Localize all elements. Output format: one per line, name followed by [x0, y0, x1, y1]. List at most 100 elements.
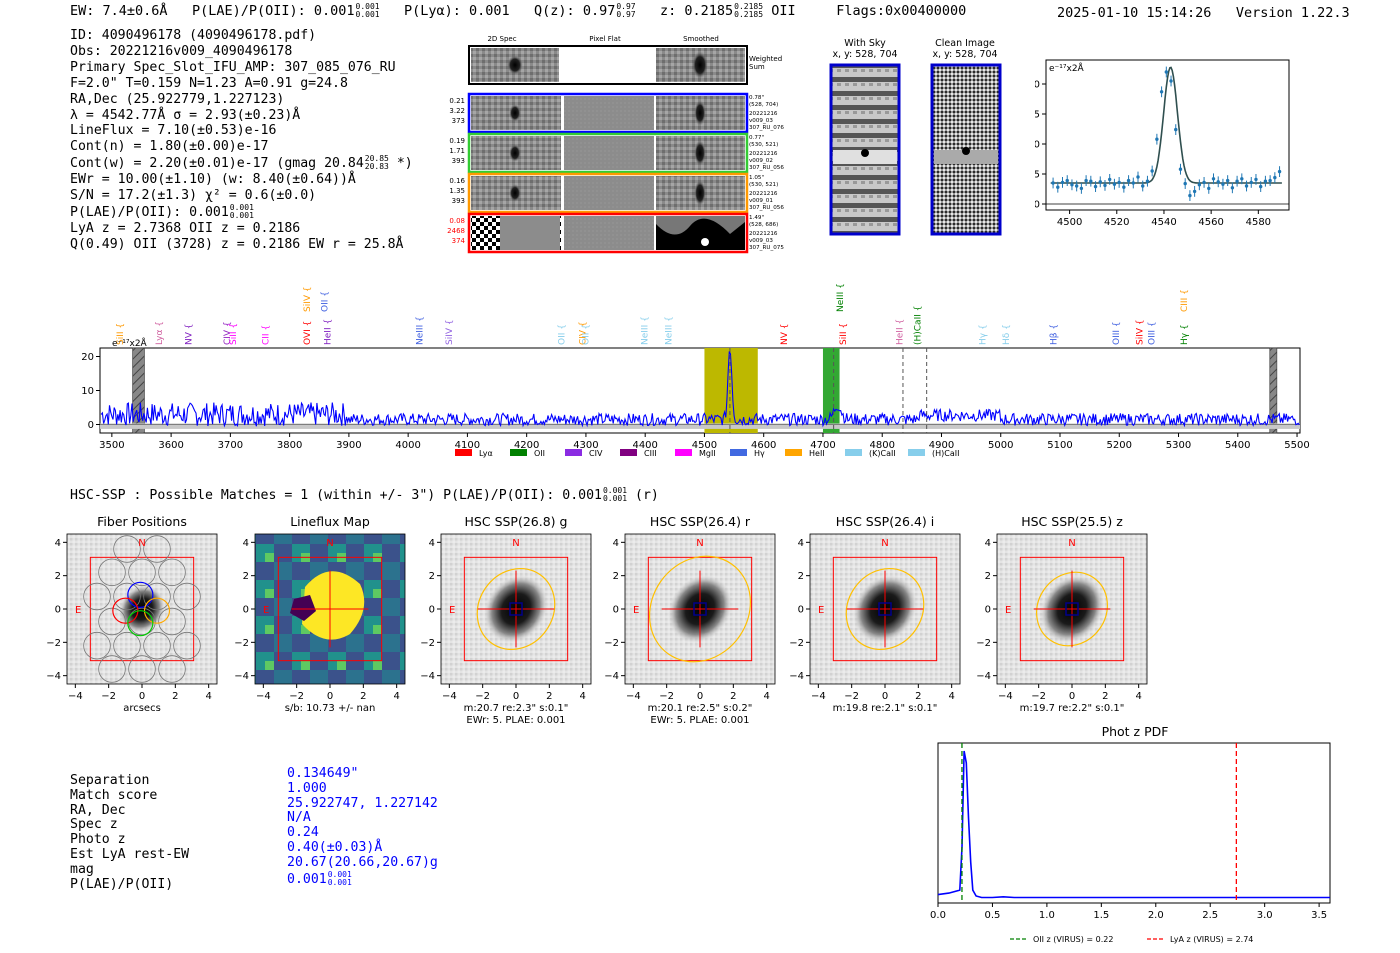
zoom-x-tick-label: 4580	[1246, 217, 1271, 228]
hsc-y-tick-label: 4	[985, 538, 991, 549]
cutout-pixelflat	[564, 176, 654, 210]
spectrum-hatched-band	[1269, 347, 1278, 434]
fiber-circle	[128, 607, 156, 636]
hsc-x-tick-label: 2	[172, 691, 178, 702]
zoom-data-point	[1188, 193, 1192, 198]
zoom-data-point	[1122, 185, 1126, 189]
zoom-data-point	[1155, 137, 1159, 141]
match-label-mag: mag	[70, 861, 94, 877]
hsc-panels: Fiber Positions N E −4 −4 −2 −2 0 0 2 2 4 4 arcsecs Li…	[46, 514, 1148, 723]
spectrum-line-label: (H)CaII {	[913, 306, 923, 346]
spectrum-legend-swatch	[565, 449, 582, 456]
photz-legend-lya: LyA z (VIRUS) = 2.74	[1170, 935, 1253, 944]
zoom-data-point	[1074, 184, 1079, 188]
photz-pdf-plot: Phot z PDF 0.0 0.5 1.0 1.5 2.0 2.5 3.0 3.5 OII z…	[930, 724, 1331, 944]
galaxy-image	[118, 584, 166, 634]
compass-north: N	[1068, 538, 1075, 549]
hsc-x-tick-label: 0	[882, 691, 888, 702]
cutout-source	[509, 144, 521, 162]
hsc-x-tick-label: −2	[1031, 691, 1046, 702]
match-label-plae: P(LAE)/P(OII)	[70, 876, 174, 892]
hsc-x-tick-label: −2	[659, 691, 674, 702]
hsc-x-tick-label: −4	[68, 691, 83, 702]
spectrum-line-label: SiIV {	[303, 286, 313, 312]
zoom-data-point	[1117, 180, 1121, 185]
cutout-smoothed-source	[694, 180, 706, 206]
hsc-x-tick-label: −2	[475, 691, 490, 702]
zoom-data-point	[1225, 178, 1230, 183]
header-z-line: OII	[771, 3, 796, 19]
zoom-data-point	[1145, 179, 1150, 183]
hsc-y-tick-label: −2	[46, 638, 61, 649]
fiber-circle	[158, 558, 186, 587]
cutout-right-values: 0.78" (528, 704) 20221216 v009_03 307_RU_076	[749, 95, 784, 131]
fiber-marker	[878, 602, 892, 616]
match-value-radec: 25.922747, 1.227142	[287, 795, 438, 811]
cutout-smoothed-source	[694, 140, 706, 166]
fiber-circle	[128, 655, 156, 683]
hsc-y-tick-label: −4	[46, 671, 61, 682]
photz-x-tick-label: 2.0	[1148, 910, 1164, 921]
cutout-right-values: 1.05" (530, 521) 20221216 v009_01 307_RU_056	[749, 175, 784, 211]
spectrum-legend-label: (H)CaII	[932, 449, 959, 458]
cutout-left-values: 0.19 1.71 393	[449, 137, 465, 165]
hsc-x-tick-label: −4	[256, 691, 271, 702]
compass-east: E	[1005, 605, 1011, 616]
hsc-panel-title: HSC SSP(26.4) r	[650, 514, 751, 529]
zoom-data-point	[1084, 178, 1088, 183]
spectrum-hatched-band	[132, 347, 145, 434]
info-sn: S/N = 17.2(±1.3) χ² = 0.6(±0.0)	[70, 188, 317, 204]
compass-east: E	[75, 605, 81, 616]
zoom-data-point	[1093, 184, 1098, 189]
spectrum-legend-label: OII	[534, 449, 545, 458]
spectrum-x-tick-label: 3700	[218, 440, 243, 451]
spectrum-unit-label: e⁻¹⁷x2Å	[112, 337, 148, 349]
spectrum-x-tick-label: 3800	[277, 440, 302, 451]
zoom-data-point	[1211, 177, 1216, 181]
spectrum-line-label: OII {	[581, 324, 591, 345]
hsc-x-tick-label: −2	[289, 691, 304, 702]
spectrum-line-label: NeIII {	[836, 283, 846, 312]
spectrum-line-label: CIV {	[223, 321, 233, 345]
cutout-smoothed-source	[694, 100, 706, 126]
spectrum-legend-swatch	[455, 449, 472, 456]
spectrum-legend-label: CIII	[644, 449, 657, 458]
hsc-y-tick-label: −2	[234, 638, 249, 649]
fiber-circle	[98, 607, 126, 636]
spectrum-line-label: OVI {	[303, 321, 313, 345]
hsc-panel: HSC SSP(26.4) i N E −4 −4 −2 −2 0 0 2 2 4 4 m:19.8 re…	[789, 514, 961, 714]
info-q: Q(0.49) OII (3728) z = 0.2186 EW r = 25.…	[70, 236, 404, 252]
match-label-separation: Separation	[70, 773, 150, 788]
spectrum-line-label: SiII {	[229, 323, 239, 345]
spectrum-x-tick-label: 4300	[573, 440, 598, 451]
col-label-pixelflat: Pixel Flat	[589, 35, 621, 43]
spectrum-line-label: CII {	[261, 325, 271, 345]
zoom-data-point	[1263, 179, 1268, 183]
cutout-row: 0.21 3.22 373 0.78" (528, 704) 20221216 v009_0…	[449, 92, 784, 134]
match-label-specz: Spec z	[70, 817, 118, 833]
spectrum-x-tick-label: 5400	[1225, 440, 1250, 451]
hsc-search-box	[277, 556, 383, 662]
hsc-y-tick-label: 0	[985, 605, 991, 616]
hsc-y-tick-label: −2	[789, 638, 804, 649]
spectrum-x-tick-label: 4500	[692, 440, 717, 451]
fiber-circle	[113, 535, 141, 563]
match-value-mag: 20.67(20.66,20.67)g	[287, 854, 438, 870]
hsc-panel-xlabel: m:20.7 re:2.3" s:0.1"	[464, 703, 569, 714]
clean-image	[930, 63, 1002, 236]
hsc-x-tick-label: 4	[393, 691, 399, 702]
spectrum-x-tick-label: 5200	[1107, 440, 1132, 451]
spectrum-x-tick-label: 3900	[336, 440, 361, 451]
photz-x-tick-label: 0.5	[984, 910, 1000, 921]
zoom-data-point	[1056, 185, 1060, 189]
zoom-data-point	[1235, 179, 1239, 183]
fiber-circle	[98, 558, 126, 587]
spectrum-x-tick-label: 4200	[514, 440, 539, 451]
fiber-circle	[98, 655, 126, 683]
match-label-radec: RA, Dec	[70, 802, 126, 818]
hsc-panel: HSC SSP(26.4) r N E −4 −4 −2 −2 0 0 2 2 4 4 m:20.1 re…	[604, 514, 776, 723]
info-contn: Cont(n) = 1.80(±0.00)e-17	[70, 139, 269, 155]
hsc-x-tick-label: −4	[442, 691, 457, 702]
spectrum-y-tick-label: 10	[81, 386, 94, 397]
fiber-circle	[128, 558, 156, 587]
